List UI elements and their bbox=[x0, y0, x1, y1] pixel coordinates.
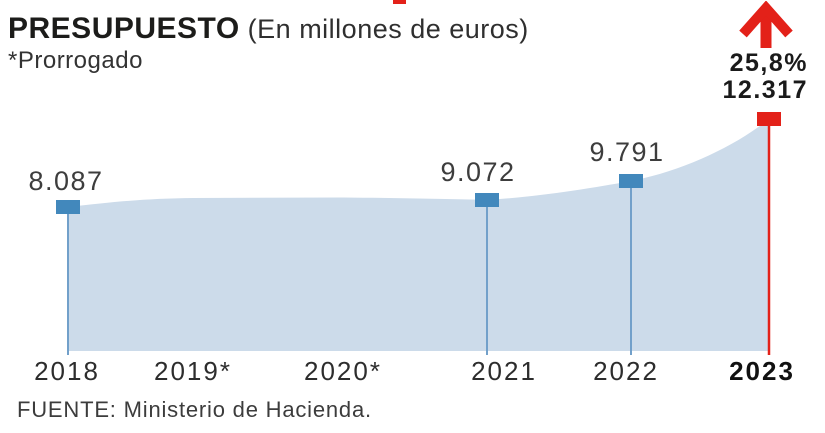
highlight-annotation: 25,8% 12.317 bbox=[650, 50, 808, 104]
axis-label-2021: 2021 bbox=[471, 356, 537, 386]
top-red-fragment bbox=[393, 0, 406, 4]
value-label-2023: 12.317 bbox=[722, 76, 808, 104]
page-subtitle: (En millones de euros) bbox=[247, 14, 529, 44]
axis-label-2018: 2018 bbox=[34, 356, 100, 386]
axis-label-2023: 2023 bbox=[729, 356, 795, 386]
prorrogado-note: *Prorrogado bbox=[8, 47, 143, 74]
source-line: FUENTE: Ministerio de Hacienda. bbox=[17, 397, 372, 422]
chart-header: PRESUPUESTO (En millones de euros) bbox=[8, 12, 529, 46]
page-title: PRESUPUESTO bbox=[8, 12, 240, 45]
axis-label-2019: 2019* bbox=[154, 356, 232, 386]
growth-percent-label: 25,8% bbox=[729, 49, 808, 77]
value-label-2021: 9.072 bbox=[440, 157, 516, 187]
value-label-2022: 9.791 bbox=[589, 137, 665, 167]
value-label-2018: 8.087 bbox=[28, 166, 104, 196]
axis-label-2022: 2022 bbox=[593, 356, 659, 386]
axis-label-2020: 2020* bbox=[304, 356, 382, 386]
up-arrow-icon bbox=[736, 0, 796, 51]
